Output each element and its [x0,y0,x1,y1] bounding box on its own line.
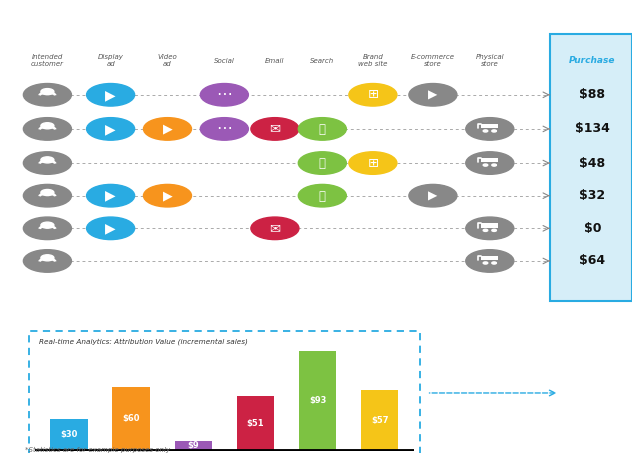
Circle shape [409,184,457,207]
Text: ⊞: ⊞ [367,88,379,101]
Circle shape [483,164,488,166]
Text: $64: $64 [580,255,605,267]
FancyBboxPatch shape [481,256,498,260]
Circle shape [251,217,299,240]
Text: $51: $51 [246,419,264,428]
Circle shape [23,184,71,207]
Text: ✉: ✉ [269,222,281,235]
Bar [174,441,212,451]
Circle shape [483,262,488,264]
Text: *Statistics are for example purposes only: *Statistics are for example purposes onl… [25,447,171,453]
Text: $57: $57 [371,416,389,425]
Circle shape [492,229,496,231]
Circle shape [23,217,71,240]
Text: Purchase: Purchase [569,56,616,65]
Text: Brand
web site: Brand web site [358,54,387,67]
Bar [51,419,88,451]
Text: $30: $30 [60,430,78,439]
FancyBboxPatch shape [550,34,632,301]
Circle shape [41,255,54,261]
Circle shape [298,118,346,140]
Text: $48: $48 [580,157,605,169]
Bar [112,386,150,451]
Text: ▶: ▶ [106,88,116,102]
Bar [237,396,274,451]
FancyBboxPatch shape [481,124,498,128]
Circle shape [200,118,248,140]
Circle shape [23,83,71,106]
Circle shape [200,83,248,106]
Text: MTA ATTRIBUTES SALES TO CAUSES: MTA ATTRIBUTES SALES TO CAUSES [176,10,456,24]
Circle shape [87,184,135,207]
Text: Real-time Analytics: Attribution Value (incremental sales): Real-time Analytics: Attribution Value (… [39,339,247,345]
Text: ▶: ▶ [162,189,173,202]
Text: $0: $0 [584,222,601,235]
Circle shape [349,83,397,106]
Text: ▶: ▶ [428,88,437,101]
Circle shape [409,83,457,106]
Circle shape [492,130,496,132]
Text: E-commerce
store: E-commerce store [411,54,455,67]
Text: ▶: ▶ [106,222,116,235]
Text: ▶: ▶ [428,189,437,202]
Text: ✉: ✉ [269,122,281,135]
Text: $93: $93 [309,396,326,405]
Text: ⊞: ⊞ [367,157,379,169]
Circle shape [349,152,397,174]
Text: Search: Search [310,58,334,64]
Text: $88: $88 [580,88,605,101]
Circle shape [87,83,135,106]
Circle shape [492,164,496,166]
Text: $32: $32 [580,189,605,202]
Circle shape [466,250,514,272]
Circle shape [466,152,514,174]
Circle shape [41,222,54,228]
Text: Video
ad: Video ad [157,54,178,67]
Text: ⋯: ⋯ [216,87,233,102]
Circle shape [143,118,191,140]
Text: Social: Social [214,58,235,64]
Circle shape [466,118,514,140]
Circle shape [41,189,54,196]
Text: Display
ad: Display ad [98,54,123,67]
Circle shape [143,184,191,207]
Text: ▶: ▶ [106,122,116,136]
Text: Physical
store: Physical store [475,54,504,67]
Text: ⋯: ⋯ [216,121,233,136]
Text: Email: Email [265,58,284,64]
FancyBboxPatch shape [481,223,498,228]
Circle shape [483,130,488,132]
Circle shape [23,118,71,140]
Bar [361,390,398,451]
Text: $134: $134 [575,122,610,135]
Text: $60: $60 [123,414,140,423]
FancyBboxPatch shape [481,158,498,163]
Circle shape [298,152,346,174]
Text: ▶: ▶ [106,189,116,202]
Text: Intended
customer: Intended customer [31,54,64,67]
Circle shape [483,229,488,231]
Circle shape [41,157,54,163]
Text: 🔍: 🔍 [319,157,326,170]
Circle shape [492,262,496,264]
Text: 🔍: 🔍 [319,123,326,136]
Text: ▶: ▶ [162,122,173,135]
Bar [299,351,336,451]
Circle shape [87,118,135,140]
Circle shape [23,152,71,174]
Circle shape [41,123,54,129]
Circle shape [251,118,299,140]
Circle shape [41,89,54,95]
Text: 🔍: 🔍 [319,190,326,203]
Circle shape [298,184,346,207]
Circle shape [23,250,71,272]
Text: $9: $9 [188,441,199,450]
Circle shape [87,217,135,240]
Circle shape [466,217,514,240]
